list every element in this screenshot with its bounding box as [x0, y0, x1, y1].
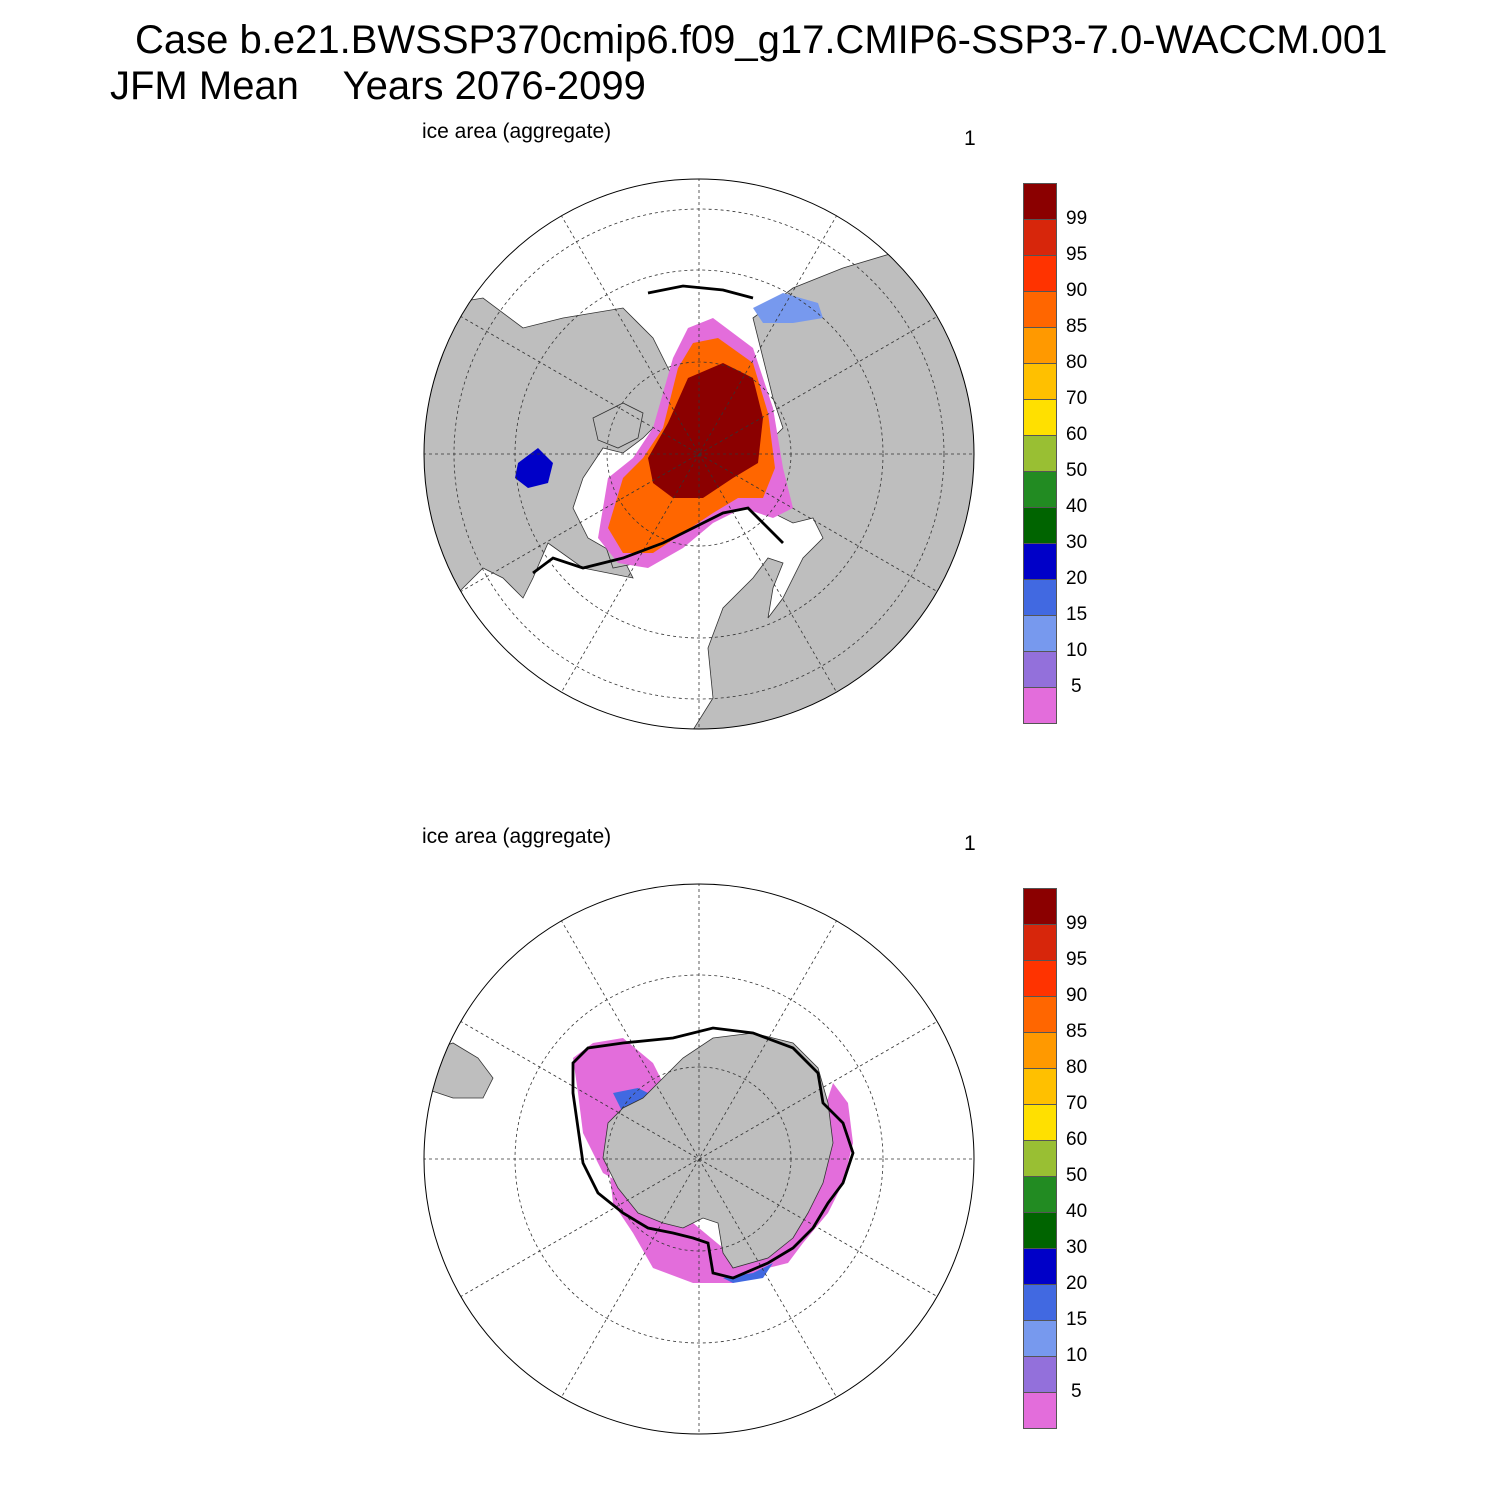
north-land-archipelago	[592, 402, 644, 449]
north-swatch-10	[1023, 507, 1057, 544]
north-swatch-15	[1023, 687, 1057, 724]
figure-title-case: Case b.e21.BWSSP370cmip6.f09_g17.CMIP6-S…	[135, 18, 1388, 62]
south-colorbar-label: 15	[1066, 1309, 1088, 1330]
north-colorbar-label: 20	[1066, 568, 1088, 589]
north-colorbar-label: 80	[1066, 352, 1088, 373]
panel-number-south: 1	[964, 832, 976, 855]
south-observed-edge	[571, 1026, 855, 1280]
south-swatch-10	[1023, 1212, 1057, 1249]
south-colorbar-label: 30	[1066, 1237, 1088, 1258]
south-colorbar-label: 50	[1066, 1165, 1088, 1186]
north-swatch-8	[1023, 435, 1057, 472]
north-swatch-6	[1023, 363, 1057, 400]
south-swatch-8	[1023, 1140, 1057, 1177]
panel-label-north: ice area (aggregate)	[422, 120, 612, 143]
south-swatch-12	[1023, 1284, 1057, 1321]
north-swatch-11	[1023, 543, 1057, 580]
south-swatch-4	[1023, 996, 1057, 1033]
north-swatch-1	[1023, 183, 1057, 220]
south-colorbar-label: 95	[1066, 949, 1088, 970]
south-swatch-6	[1023, 1068, 1057, 1105]
north-colorbar-label: 15	[1066, 604, 1088, 625]
north-colorbar-label: 95	[1066, 244, 1088, 265]
south-swatch-1	[1023, 888, 1057, 925]
south-colorbar-label: 99	[1066, 913, 1088, 934]
north-swatch-3	[1023, 255, 1057, 292]
south-swatch-3	[1023, 960, 1057, 997]
south-polar-map	[423, 883, 975, 1435]
north-colorbar-label: 10	[1066, 640, 1088, 661]
north-swatch-13	[1023, 615, 1057, 652]
south-colorbar-label: 80	[1066, 1057, 1088, 1078]
north-observed-edge	[532, 284, 784, 575]
north-ice-hudson	[515, 448, 553, 488]
south-colorbar-label: 90	[1066, 985, 1088, 1006]
south-colorbar-label: 40	[1066, 1201, 1088, 1222]
south-swatch-9	[1023, 1176, 1057, 1213]
panel-label-south: ice area (aggregate)	[422, 825, 612, 848]
north-ice-okhotsk	[753, 293, 823, 323]
north-colorbar-label: 50	[1066, 460, 1088, 481]
south-swatch-13	[1023, 1320, 1057, 1357]
north-colorbar-label: 5	[1071, 676, 1082, 697]
north-swatch-5	[1023, 327, 1057, 364]
north-swatch-14	[1023, 651, 1057, 688]
south-swatch-15	[1023, 1392, 1057, 1429]
panel-number-north: 1	[964, 127, 976, 150]
north-swatch-9	[1023, 471, 1057, 508]
south-colorbar-label: 5	[1071, 1381, 1082, 1402]
south-swatch-2	[1023, 924, 1057, 961]
north-swatch-2	[1023, 219, 1057, 256]
north-colorbar-label: 40	[1066, 496, 1088, 517]
south-swatch-7	[1023, 1104, 1057, 1141]
north-colorbar-label: 60	[1066, 424, 1088, 445]
south-colorbar-label: 70	[1066, 1093, 1088, 1114]
north-ice-core	[648, 363, 763, 498]
north-swatch-12	[1023, 579, 1057, 616]
south-swatch-5	[1023, 1032, 1057, 1069]
north-colorbar-label: 85	[1066, 316, 1088, 337]
south-colorbar-label: 10	[1066, 1345, 1088, 1366]
south-colorbar-label: 20	[1066, 1273, 1088, 1294]
north-colorbar-label: 70	[1066, 388, 1088, 409]
north-colorbar-label: 90	[1066, 280, 1088, 301]
south-swatch-11	[1023, 1248, 1057, 1285]
figure-title-period: JFM Mean Years 2076-2099	[110, 64, 646, 108]
north-swatch-4	[1023, 291, 1057, 328]
north-colorbar-label: 30	[1066, 532, 1088, 553]
south-swatch-14	[1023, 1356, 1057, 1393]
south-colorbar-label: 85	[1066, 1021, 1088, 1042]
north-polar-map	[423, 178, 975, 730]
north-swatch-7	[1023, 399, 1057, 436]
south-colorbar-label: 60	[1066, 1129, 1088, 1150]
north-colorbar-label: 99	[1066, 208, 1088, 229]
